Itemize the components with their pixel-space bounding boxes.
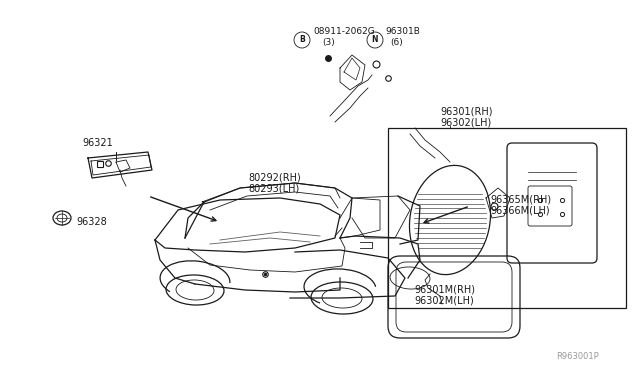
Text: N: N [372, 35, 378, 45]
Text: 80292(RH)
80293(LH): 80292(RH) 80293(LH) [248, 172, 301, 193]
Text: 96365M(RH)
96366M(LH): 96365M(RH) 96366M(LH) [490, 194, 551, 216]
Bar [388, 128, 626, 308]
Text: B: B [299, 35, 305, 45]
Text: (6): (6) [390, 38, 403, 46]
Text: 96328: 96328 [76, 217, 107, 227]
Text: R963001P: R963001P [556, 352, 599, 361]
Text: 08911-2062G: 08911-2062G [313, 28, 375, 36]
Text: (3): (3) [322, 38, 335, 46]
Text: 96301B: 96301B [385, 28, 420, 36]
Text: 96301M(RH)
96302M(LH): 96301M(RH) 96302M(LH) [414, 284, 475, 306]
Text: 96321: 96321 [82, 138, 113, 148]
Text: 96301(RH)
96302(LH): 96301(RH) 96302(LH) [440, 106, 493, 128]
